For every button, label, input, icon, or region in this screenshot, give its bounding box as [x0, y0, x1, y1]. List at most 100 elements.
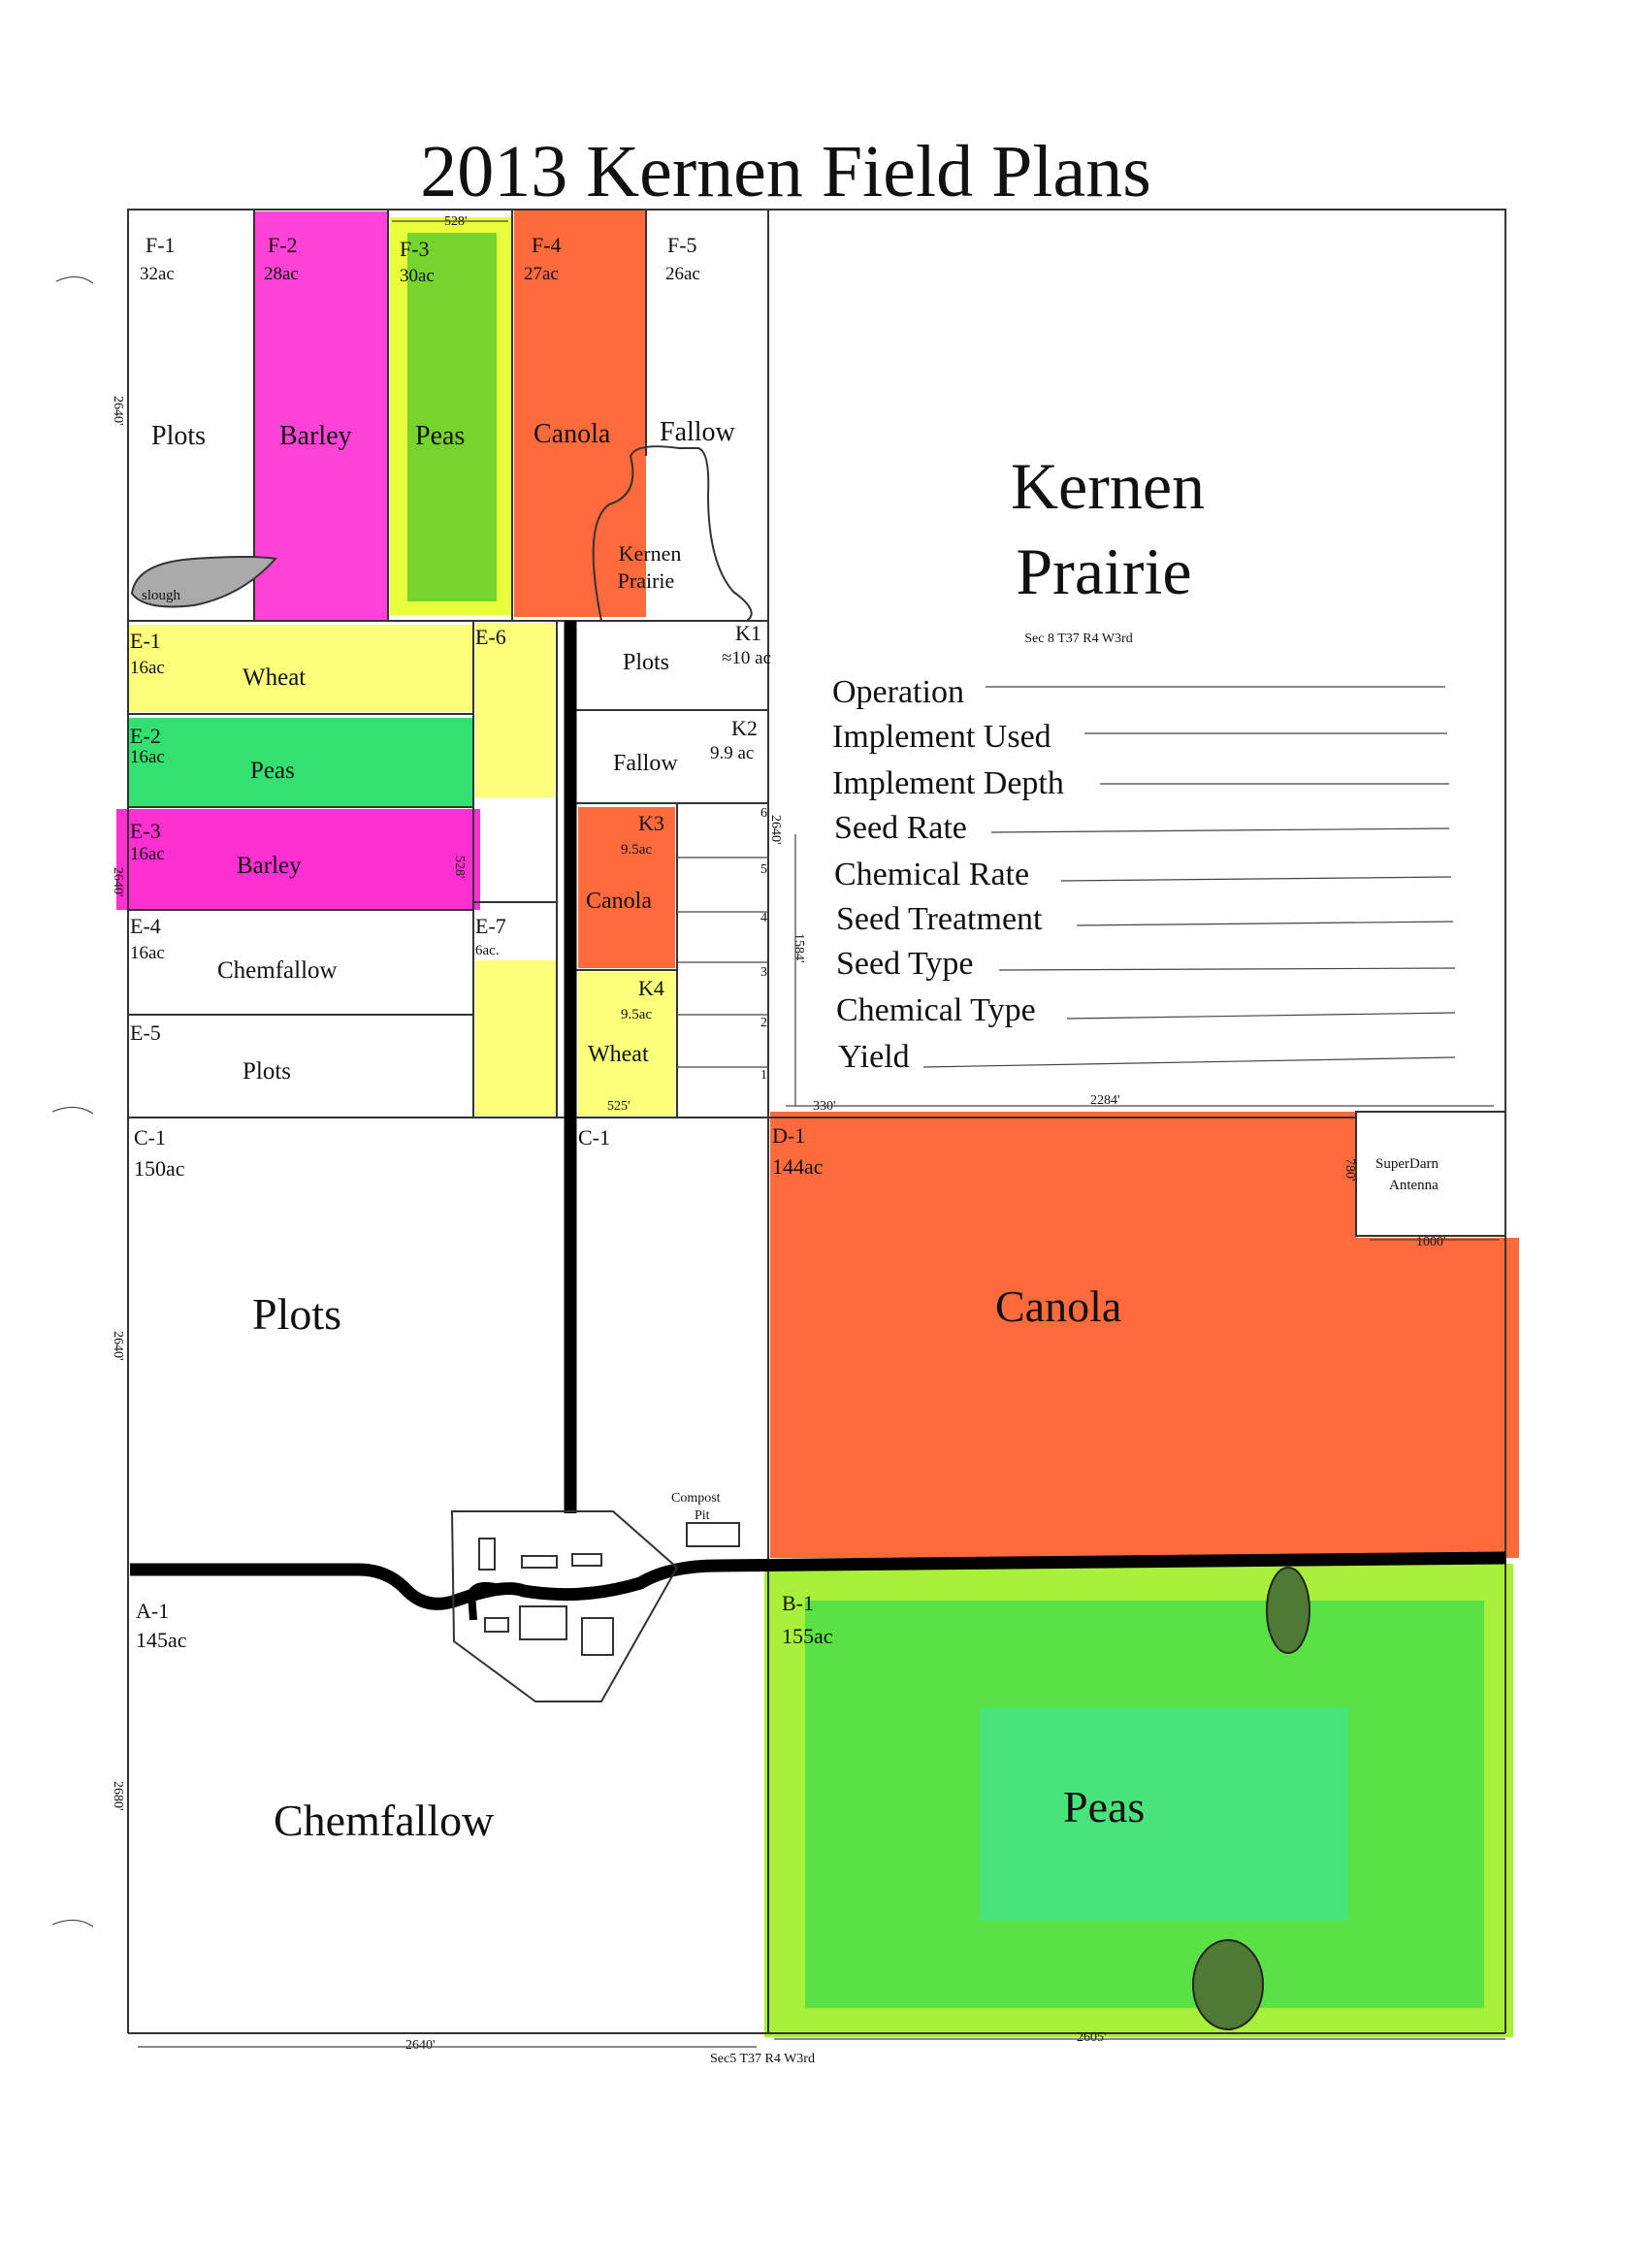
kernen-prairie-small-outline	[592, 445, 753, 622]
binder-mark	[51, 1106, 94, 1115]
e1-crop: Wheat	[242, 664, 306, 691]
slough-f1	[130, 556, 277, 608]
yard-building	[484, 1617, 509, 1633]
dim-k-2640: 2640'	[768, 815, 783, 845]
form-label-chemical-type: Chemical Type	[836, 992, 1036, 1028]
dim-left-c: 2640'	[111, 1331, 125, 1361]
field-b1-center	[980, 1707, 1348, 1921]
k4-crop: Wheat	[588, 1042, 649, 1067]
k4-id: K4	[638, 976, 664, 1000]
field-e7-fill	[475, 960, 557, 1116]
c1-id: C-1	[134, 1125, 166, 1150]
superdarn-label-line1: SuperDarn	[1375, 1156, 1439, 1172]
e2-id: E-2	[130, 724, 161, 748]
e4-crop: Chemfallow	[217, 957, 338, 984]
form-label-chemical-rate: Chemical Rate	[834, 857, 1029, 892]
field-e6-fill	[475, 623, 555, 797]
k2-crop: Fallow	[613, 751, 678, 776]
superdarn-label-line2: Antenna	[1389, 1178, 1439, 1193]
form-label-yield: Yield	[838, 1039, 910, 1075]
compost-label-line2: Pit	[695, 1508, 710, 1523]
e7-acres: 6ac.	[475, 943, 500, 958]
kernen-prairie-title-line1: Kernen	[1011, 449, 1205, 523]
a1-crop: Chemfallow	[274, 1796, 495, 1845]
section-south-label: Sec5 T37 R4 W3rd	[710, 2052, 815, 2066]
e3-crop: Barley	[237, 853, 302, 879]
field-f4-fill	[514, 210, 646, 617]
form-label-implement-depth: Implement Depth	[832, 765, 1064, 801]
k2-id: K2	[731, 716, 758, 740]
field-d1-notch	[1356, 1238, 1519, 1558]
strip-number: 3	[760, 965, 767, 980]
strip-number: 5	[760, 862, 767, 877]
c1-crop: Plots	[252, 1289, 341, 1339]
dim-superdarn-780: 780'	[1342, 1158, 1357, 1182]
binder-mark	[55, 275, 94, 284]
field-e3-fill	[116, 809, 480, 910]
e1-id: E-1	[130, 629, 161, 653]
k4-acres: 9.5ac	[621, 1007, 652, 1022]
e2-crop: Peas	[250, 758, 295, 784]
compost-pit	[686, 1522, 740, 1547]
dim-bottom-a: 2640'	[405, 2038, 436, 2053]
b1-crop: Peas	[1063, 1782, 1145, 1831]
dim-left-f: 2640'	[111, 396, 125, 426]
field-f3-inner	[407, 233, 497, 601]
f3-crop: Peas	[415, 421, 465, 451]
f3-id: F-3	[400, 237, 430, 261]
k3-acres: 9.5ac	[621, 842, 652, 858]
f3-acres: 30ac	[400, 266, 435, 286]
yard-building	[571, 1553, 602, 1567]
e3-id: E-3	[130, 819, 161, 843]
dim-e3-right: 528'	[452, 856, 467, 879]
k1-id: K1	[735, 621, 761, 645]
map-title: 2013 Kernen Field Plans	[420, 131, 1151, 212]
f2-id: F-2	[268, 233, 298, 257]
k3-crop: Canola	[586, 889, 652, 914]
c1-east-id: C-1	[578, 1125, 610, 1150]
section-north-label: Sec 8 T37 R4 W3rd	[1024, 632, 1132, 646]
farmyard-outline	[450, 1510, 679, 1702]
f4-acres: 27ac	[524, 264, 559, 284]
a1-id: A-1	[136, 1599, 169, 1623]
f4-crop: Canola	[534, 419, 611, 449]
yard-building	[521, 1555, 558, 1569]
c1-acres: 150ac	[134, 1156, 185, 1181]
yard-building	[581, 1617, 614, 1656]
dim-left-e: 2640'	[111, 867, 125, 897]
f1-id: F-1	[146, 233, 176, 257]
field-f2-fill	[254, 211, 388, 621]
d1-id: D-1	[772, 1123, 805, 1148]
dim-superdarn-1000: 1000'	[1416, 1235, 1446, 1249]
strip-number: 2	[760, 1016, 767, 1030]
a1-acres: 145ac	[136, 1628, 187, 1652]
dim-k4-bottom: 525'	[607, 1099, 630, 1114]
form-label-operation: Operation	[832, 674, 964, 710]
dim-bottom-b: 2605'	[1077, 2030, 1107, 2045]
operation-form: Operation Implement Used Implement Depth…	[832, 674, 1456, 1075]
e6-id: E-6	[475, 625, 506, 649]
f5-id: F-5	[667, 233, 697, 257]
form-label-seed-rate: Seed Rate	[834, 810, 967, 846]
e1-acres: 16ac	[130, 658, 165, 678]
form-label-seed-treatment: Seed Treatment	[836, 901, 1043, 937]
yard-building	[519, 1605, 567, 1640]
superdarn-box	[1355, 1111, 1506, 1237]
d1-crop: Canola	[995, 1281, 1121, 1331]
field-d1-fill	[770, 1112, 1356, 1558]
dim-k-1584: 1584'	[792, 933, 806, 963]
road-east-west	[130, 1551, 1506, 1610]
road-yard-spur	[467, 1581, 496, 1621]
e5-id: E-5	[130, 1021, 161, 1045]
kernen-prairie-small-line1: Kernen	[619, 541, 682, 566]
e7-id: E-7	[475, 914, 506, 938]
f1-crop: Plots	[151, 421, 206, 451]
f2-acres: 28ac	[264, 264, 299, 284]
form-label-seed-type: Seed Type	[836, 946, 973, 982]
field-k4-fill	[578, 972, 675, 1116]
k2-acres: 9.9 ac	[710, 743, 754, 763]
kernen-prairie-small-line2: Prairie	[618, 568, 675, 593]
strip-number: 1	[760, 1068, 767, 1083]
dim-left-a: 2680'	[111, 1781, 125, 1811]
